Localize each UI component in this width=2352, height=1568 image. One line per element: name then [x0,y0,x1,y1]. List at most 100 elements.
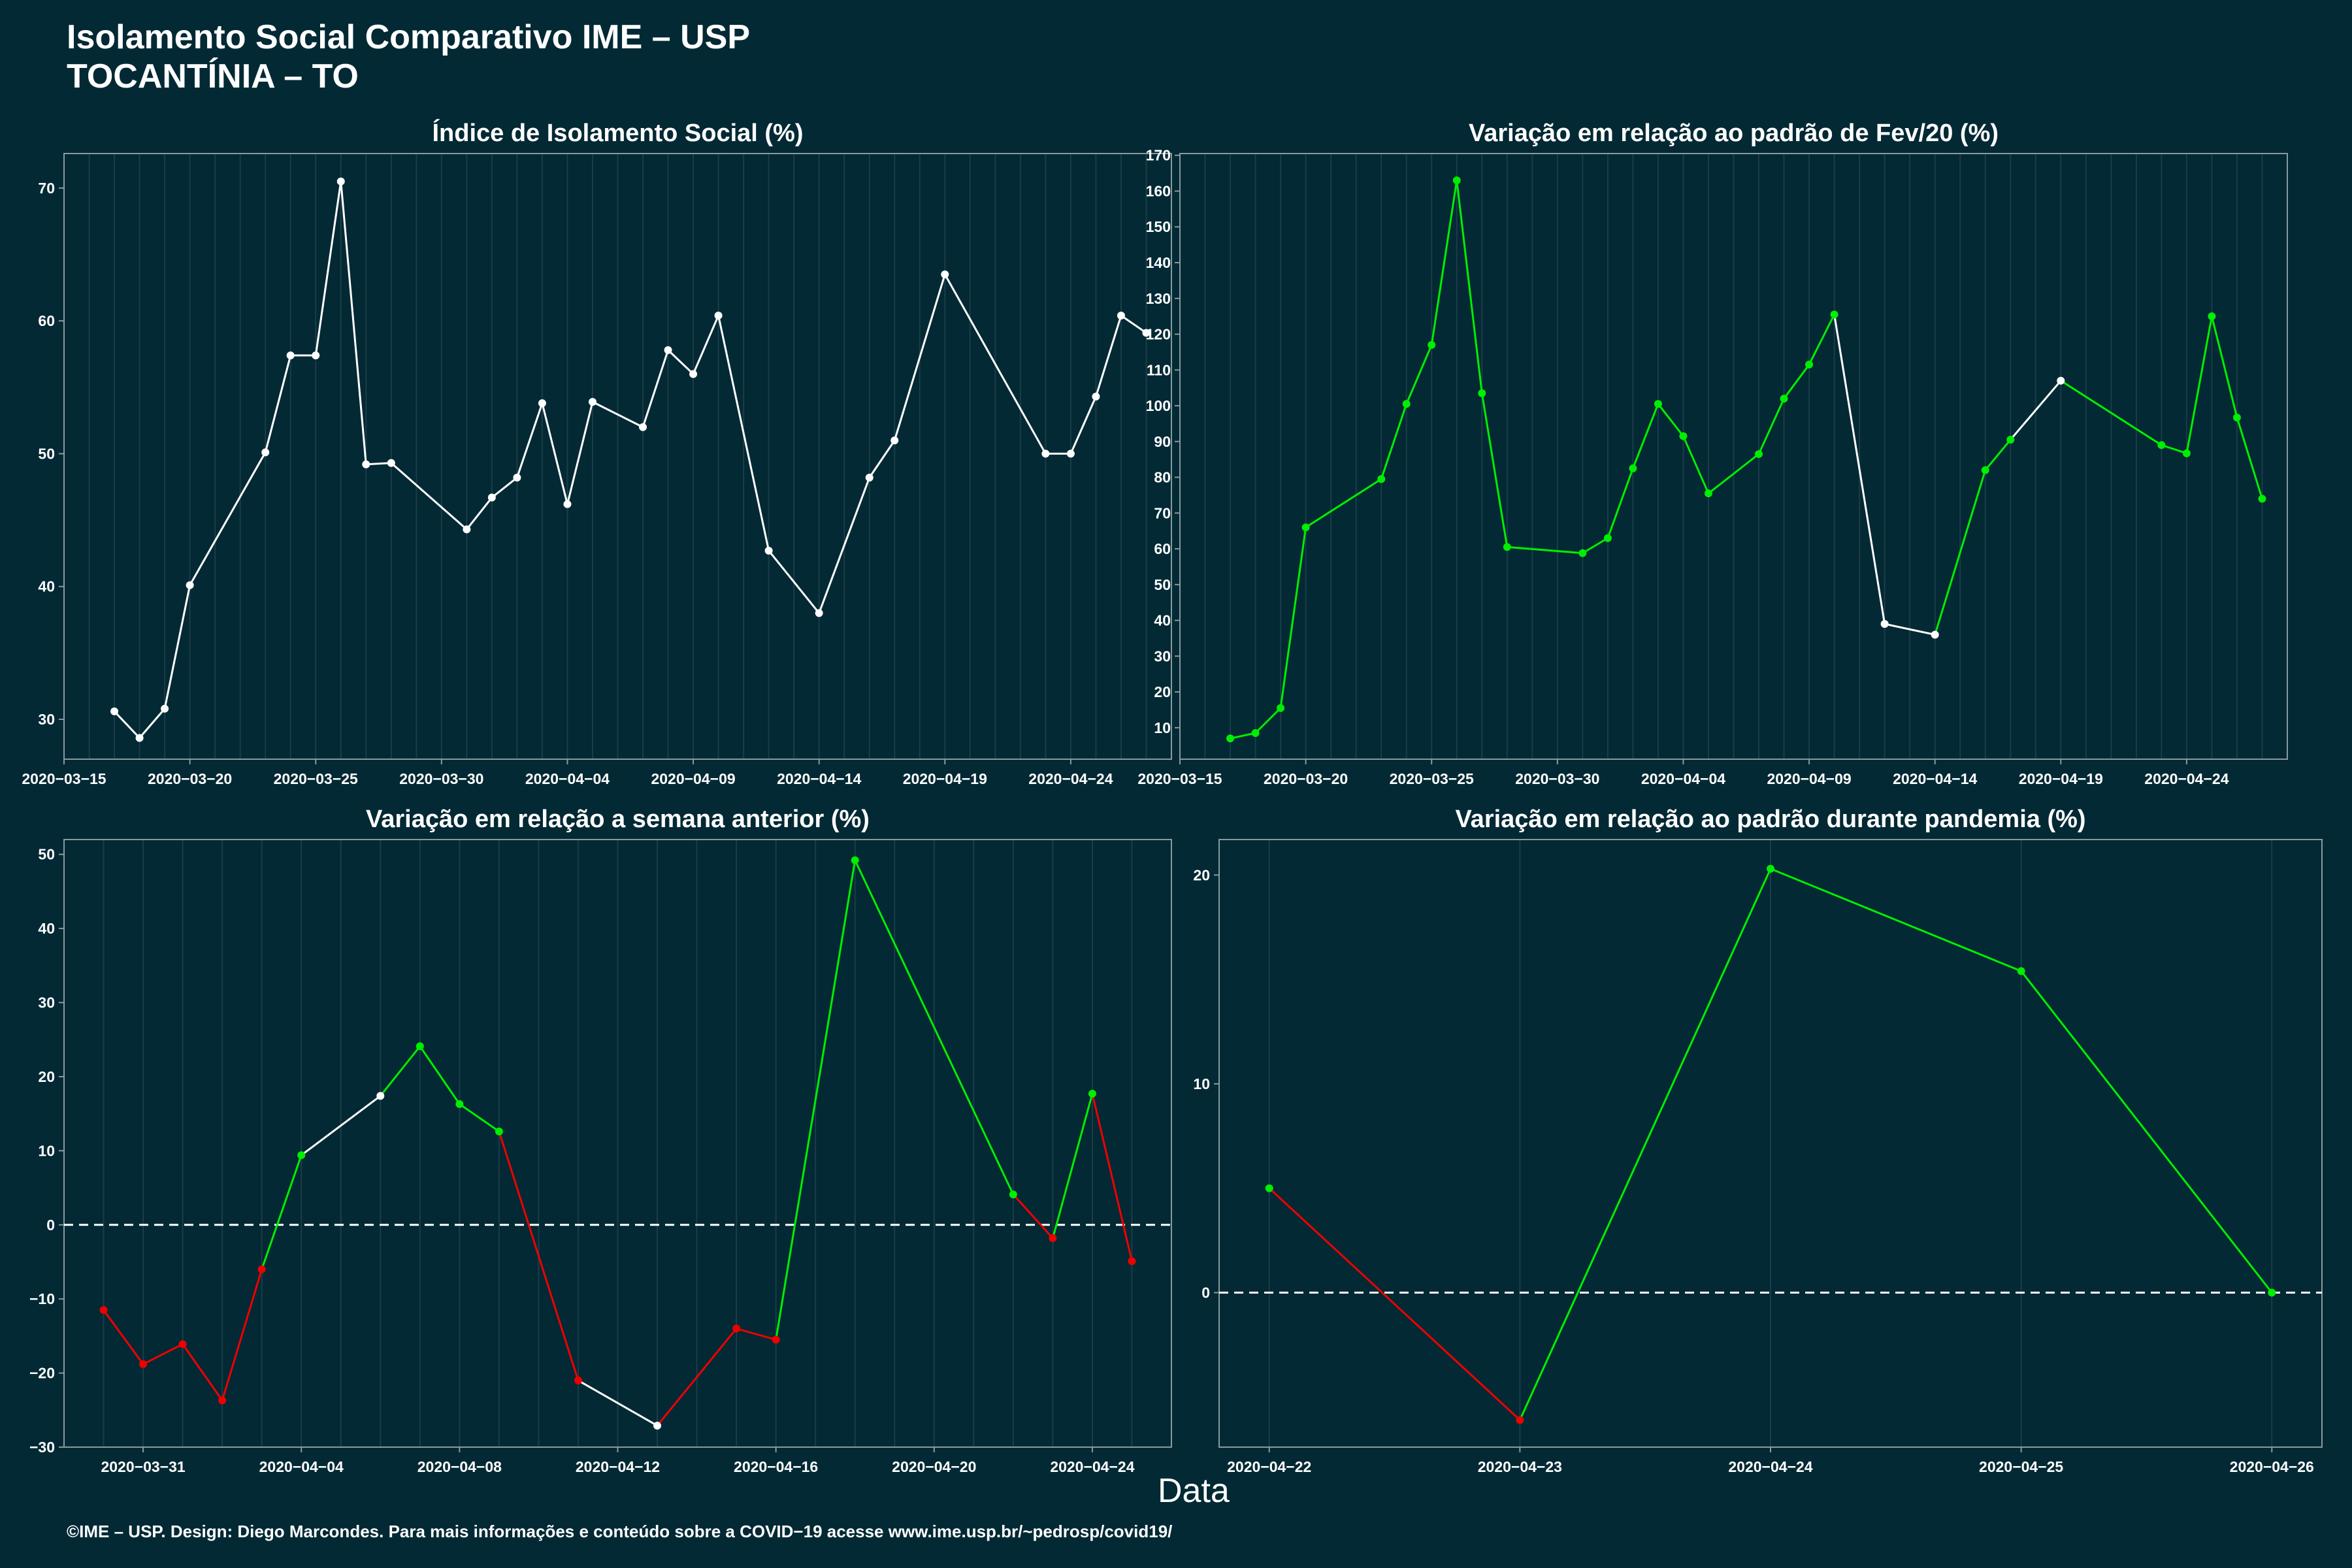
series-segment [182,1343,223,1402]
y-tick-label: 0 [46,1217,55,1233]
y-tick-label: 90 [1154,433,1171,450]
data-point [2057,376,2065,385]
series-segment [541,402,568,506]
series-segment [379,1045,421,1097]
y-tick-label: 50 [1154,576,1171,593]
y-tick-label: 10 [1154,719,1171,736]
y-tick-label: −30 [29,1439,55,1456]
series-segment [818,476,871,614]
series-segment [1480,392,1509,548]
data-point [563,500,572,508]
data-point [1117,312,1125,320]
series-segment [2210,315,2238,419]
x-axis-label: Data [1158,1472,1230,1510]
series-segment [142,1343,184,1365]
series-segment [221,1268,263,1402]
data-point [1402,400,1411,408]
series-segment [2020,970,2273,1294]
x-tick-label: 2020−04−24 [2144,770,2229,787]
series-segment [189,451,267,587]
y-tick-label: 160 [1146,182,1171,199]
y-tick-label: 60 [1154,540,1171,557]
figure-subtitle: TOCANTÍNIA – TO [67,57,359,95]
panel-title-semana: Variação em relação a semana anterior (%… [366,806,870,833]
series-segment [1769,868,2023,972]
series-segment [1254,707,1282,734]
data-point [1830,310,1838,319]
series-segment [768,549,821,614]
x-tick-label: 2020−04−19 [2019,770,2103,787]
series-segment [1506,546,1584,555]
data-point [1478,389,1486,397]
data-point [1265,1184,1273,1192]
data-point [1981,466,1989,474]
series-segment [566,400,594,506]
data-point [890,436,899,445]
series-segment [419,1045,461,1105]
series-segment [1091,1092,1133,1262]
x-tick-label: 2020−04−04 [525,770,610,787]
series-segment [163,584,191,710]
y-tick-label: 110 [1147,361,1171,378]
data-point [2006,436,2015,444]
data-point [1277,704,1285,712]
panel-title-fev20: Variação em relação ao padrão de Fev/20 … [1469,120,1999,147]
data-point [99,1306,108,1315]
data-point [1377,475,1386,483]
x-tick-label: 2020−03−30 [399,770,483,787]
x-tick-label: 2020−04−19 [903,770,987,787]
y-tick-label: 20 [38,1068,55,1085]
series-segment [1380,402,1408,480]
data-point [941,270,949,278]
series-segment [1268,1187,1521,1421]
data-point [772,1335,780,1344]
panel-title-isolamento: Índice de Isolamento Social (%) [432,118,803,147]
data-point [1578,549,1587,557]
data-point [1880,620,1889,629]
data-point [714,312,723,320]
data-point [1503,543,1511,551]
y-tick-label: 170 [1146,147,1171,164]
series-segment [943,273,1047,455]
x-tick-label: 2020−04−08 [417,1458,502,1475]
series-segment [642,349,670,429]
data-point [1142,329,1151,337]
data-point [1066,449,1075,458]
x-tick-label: 2020−04−12 [576,1458,660,1475]
x-tick-label: 2020−03−25 [1390,770,1474,787]
series-segment [1518,868,1772,1421]
series-segment [667,349,694,375]
series-segment [1120,314,1147,334]
data-point [639,423,647,431]
series-segment [2160,444,2188,455]
series-segment [1934,469,1987,636]
x-tick-label: 2020−03−15 [1137,770,1222,787]
panel-frame-fev20 [1179,153,2288,760]
y-tick-label: 100 [1146,397,1171,414]
series-segment [1456,179,1483,395]
series-segment [1808,313,1836,366]
series-segment [717,314,770,552]
series-segment [1657,402,1684,438]
y-tick-label: 60 [38,312,55,329]
series-segment [656,1328,738,1427]
data-point [851,856,859,864]
y-tick-label: 70 [1154,504,1171,521]
data-point [1780,395,1788,403]
y-tick-label: 30 [38,711,55,728]
y-tick-label: 150 [1146,218,1171,235]
data-point [1704,489,1712,498]
series-segment [893,273,946,442]
series-segment [577,1379,659,1427]
series-segment [300,1094,382,1156]
series-segment [1631,402,1659,470]
data-point [362,460,370,468]
data-point [2268,1288,2276,1297]
data-point [463,525,471,534]
x-tick-label: 2020−04−26 [2230,1458,2314,1475]
data-point [1041,449,1050,458]
series-segment [458,1103,500,1133]
data-point [495,1127,503,1135]
